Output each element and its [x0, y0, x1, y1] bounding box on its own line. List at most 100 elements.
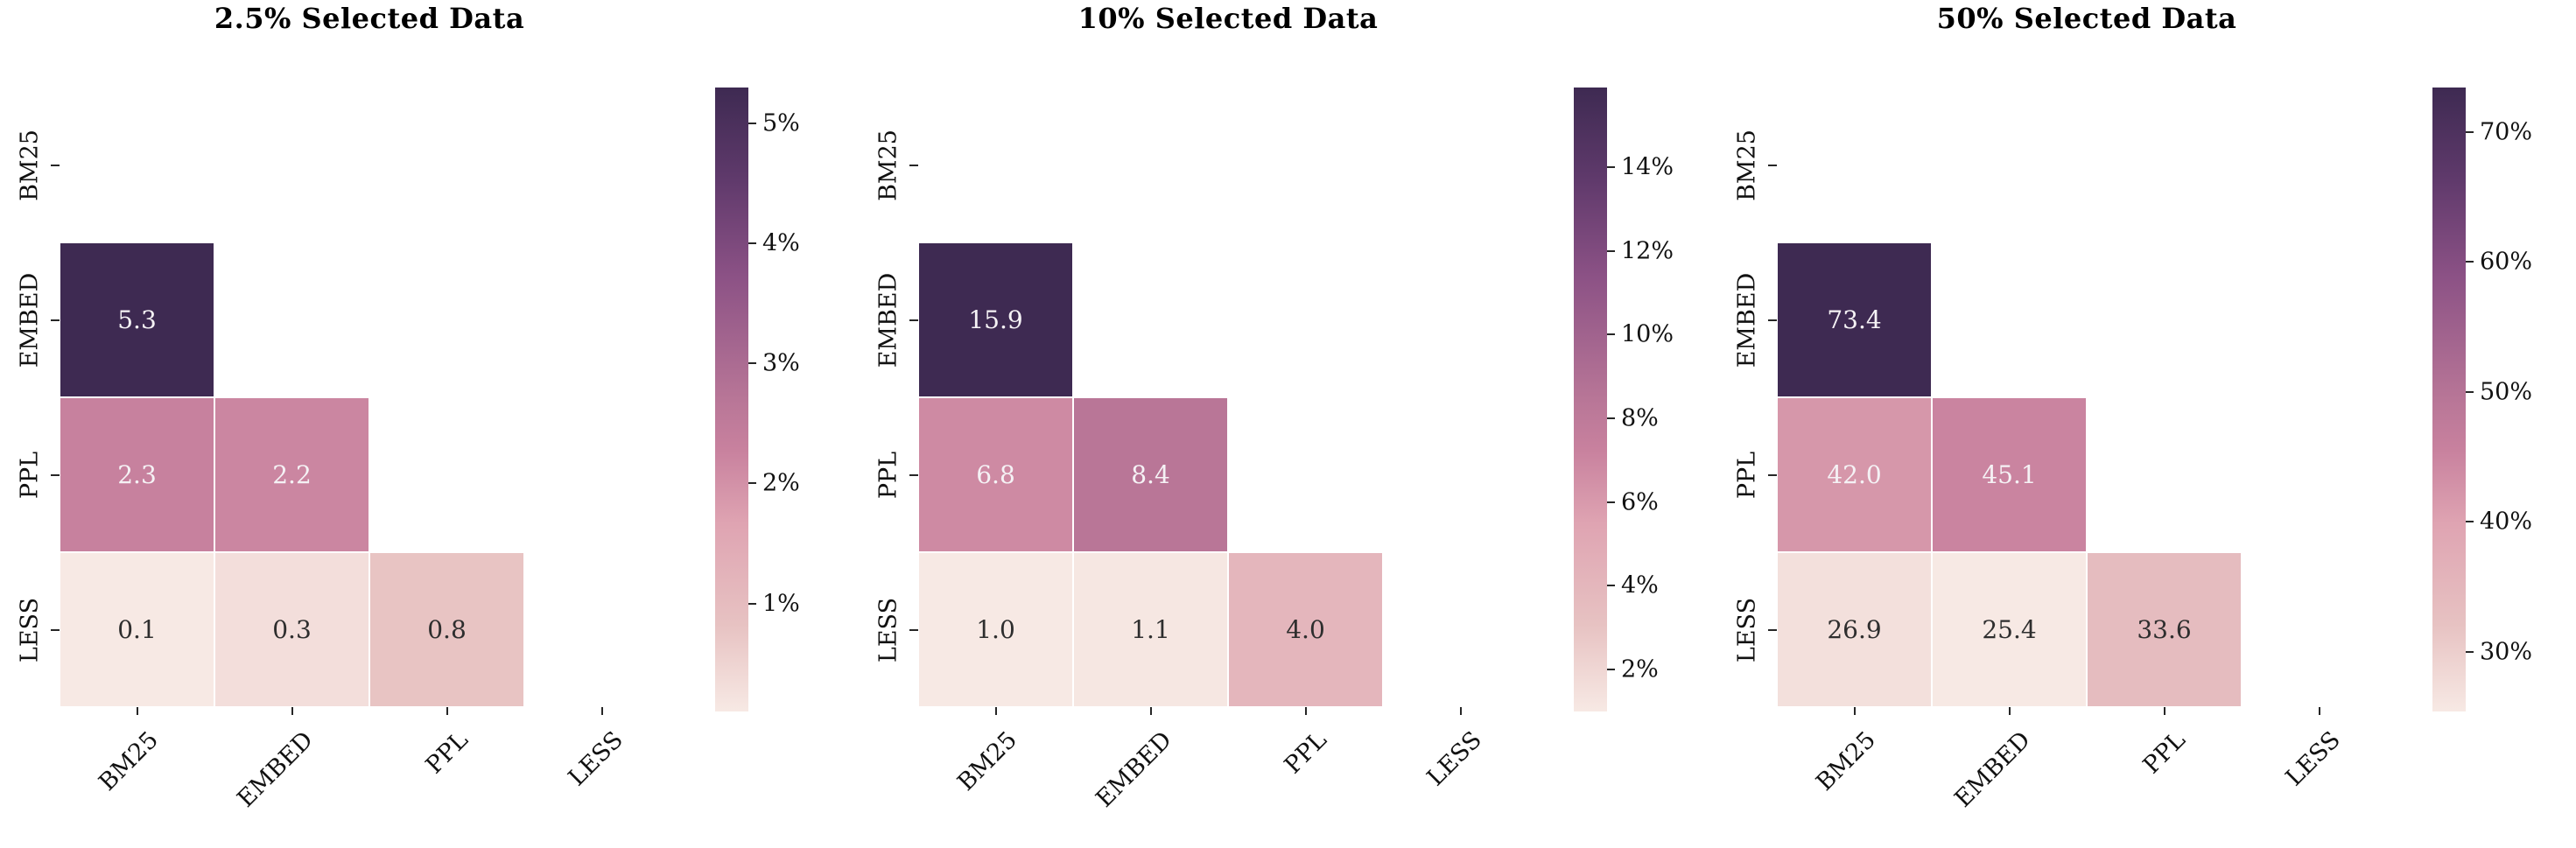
y-axis-label-BM25: BM25	[16, 129, 44, 201]
heatmap-cell-LESS-BM25: 26.9	[1777, 552, 1932, 707]
y-axis-tick	[51, 164, 60, 166]
y-axis-tick	[1768, 164, 1777, 166]
heatmap-cell-LESS-BM25: 1.0	[918, 552, 1073, 707]
y-axis-label-LESS: LESS	[1733, 597, 1761, 662]
colorbar-tick	[2466, 521, 2474, 523]
colorbar-tick	[748, 602, 756, 605]
heatmap-cell-EMBED-BM25: 73.4	[1777, 242, 1932, 397]
heatmap-cell-PPL-EMBED: 8.4	[1073, 397, 1228, 552]
colorbar-tick-label: 5%	[762, 109, 800, 137]
y-axis-label-BM25: BM25	[1733, 129, 1761, 201]
x-axis-label-EMBED: EMBED	[1948, 726, 2036, 813]
colorbar-tick	[1607, 501, 1615, 503]
heatmap-grid: 5.3 2.3 2.2 0.1 0.3 0.8	[60, 88, 679, 707]
colorbar-tick-label: 2%	[1621, 655, 1659, 683]
y-axis-tick	[909, 628, 918, 631]
colorbar-tick-label: 1%	[762, 590, 800, 618]
y-axis-label-EMBED: EMBED	[16, 272, 44, 368]
colorbar-tick-label: 40%	[2480, 508, 2533, 536]
heatmap-cell-LESS-PPL: 0.8	[369, 552, 524, 707]
colorbar-tick	[1607, 249, 1615, 252]
heatmap-cell-LESS-PPL: 33.6	[2087, 552, 2242, 707]
colorbar-tick	[1607, 669, 1615, 671]
colorbar	[715, 88, 748, 711]
x-axis-tick	[2008, 707, 2011, 715]
colorbar-tick	[1607, 585, 1615, 587]
panel-title: 2.5% Selected Data	[214, 2, 525, 35]
colorbar-tick-label: 3%	[762, 349, 800, 377]
y-axis-tick	[51, 319, 60, 321]
y-axis-tick	[1768, 628, 1777, 631]
colorbar-tick	[748, 362, 756, 365]
colorbar	[1574, 88, 1607, 711]
x-axis-tick	[446, 707, 448, 715]
y-axis-tick	[909, 473, 918, 476]
heatmap-cell-EMBED-BM25: 15.9	[918, 242, 1073, 397]
colorbar-tick	[1607, 333, 1615, 336]
x-axis-tick	[994, 707, 997, 715]
heatmap-cell-LESS-PPL: 4.0	[1228, 552, 1383, 707]
x-axis-label-LESS: LESS	[2280, 726, 2346, 792]
x-axis-label-BM25: BM25	[93, 726, 164, 796]
heatmap-cell-LESS-EMBED: 25.4	[1932, 552, 2087, 707]
heatmap-cell-PPL-EMBED: 2.2	[214, 397, 369, 552]
x-axis-label-BM25: BM25	[951, 726, 1022, 796]
heatmap-cell-EMBED-BM25: 5.3	[60, 242, 214, 397]
colorbar-tick	[1607, 165, 1615, 168]
y-axis-tick	[909, 164, 918, 166]
y-axis-tick	[51, 628, 60, 631]
colorbar	[2432, 88, 2466, 711]
colorbar-tick	[2466, 261, 2474, 263]
x-axis-tick	[1459, 707, 1462, 715]
colorbar-tick	[748, 482, 756, 485]
panel-title: 10% Selected Data	[1077, 2, 1379, 35]
y-axis-label-PPL: PPL	[874, 451, 902, 499]
x-axis-tick	[291, 707, 293, 715]
y-axis-tick	[1768, 319, 1777, 321]
x-axis-tick	[136, 707, 138, 715]
heatmap-panel-2p5: 2.5% Selected Data 5.3 2.3 2.2 0.1 0.3 0.8 BM2…	[0, 0, 859, 848]
y-axis-tick	[51, 473, 60, 476]
y-axis-label-PPL: PPL	[16, 451, 44, 499]
x-axis-label-LESS: LESS	[1421, 726, 1487, 792]
heatmap-grid: 15.9 6.8 8.4 1.0 1.1 4.0	[918, 88, 1538, 707]
heatmap-panel-50: 50% Selected Data 73.4 42.0 45.1 26.9 25.4 33…	[1717, 0, 2576, 848]
colorbar-tick-label: 12%	[1621, 237, 1674, 265]
x-axis-label-PPL: PPL	[420, 726, 474, 780]
colorbar-tick-label: 8%	[1621, 404, 1659, 432]
y-axis-label-BM25: BM25	[874, 129, 902, 201]
x-axis-label-EMBED: EMBED	[231, 726, 319, 813]
colorbar-tick-label: 14%	[1621, 153, 1674, 181]
heatmap-cell-PPL-EMBED: 45.1	[1932, 397, 2087, 552]
x-axis-tick	[2163, 707, 2165, 715]
x-axis-tick	[600, 707, 603, 715]
x-axis-label-PPL: PPL	[2137, 726, 2191, 780]
y-axis-label-EMBED: EMBED	[1733, 272, 1761, 368]
colorbar-tick-label: 60%	[2480, 248, 2533, 276]
x-axis-tick	[2318, 707, 2320, 715]
heatmap-cell-PPL-BM25: 2.3	[60, 397, 214, 552]
heatmap-cell-PPL-BM25: 6.8	[918, 397, 1073, 552]
y-axis-label-LESS: LESS	[16, 597, 44, 662]
x-axis-tick	[1304, 707, 1307, 715]
heatmap-cell-PPL-BM25: 42.0	[1777, 397, 1932, 552]
colorbar-tick	[748, 123, 756, 125]
y-axis-tick	[1768, 473, 1777, 476]
colorbar-tick	[2466, 390, 2474, 393]
heatmap-panel-10: 10% Selected Data 15.9 6.8 8.4 1.0 1.1 4.0 BM2…	[859, 0, 1717, 848]
colorbar-tick-label: 4%	[762, 229, 800, 257]
colorbar-tick-label: 2%	[762, 469, 800, 497]
colorbar-tick-label: 70%	[2480, 118, 2533, 145]
colorbar-tick	[1607, 417, 1615, 420]
heatmap-cell-LESS-EMBED: 1.1	[1073, 552, 1228, 707]
y-axis-label-LESS: LESS	[874, 597, 902, 662]
colorbar-tick	[2466, 650, 2474, 653]
heatmap-cell-LESS-BM25: 0.1	[60, 552, 214, 707]
colorbar-tick-label: 30%	[2480, 638, 2533, 666]
heatmap-cell-LESS-EMBED: 0.3	[214, 552, 369, 707]
x-axis-label-PPL: PPL	[1279, 726, 1332, 780]
colorbar-tick	[748, 242, 756, 245]
colorbar-tick-label: 50%	[2480, 378, 2533, 406]
x-axis-label-EMBED: EMBED	[1090, 726, 1177, 813]
